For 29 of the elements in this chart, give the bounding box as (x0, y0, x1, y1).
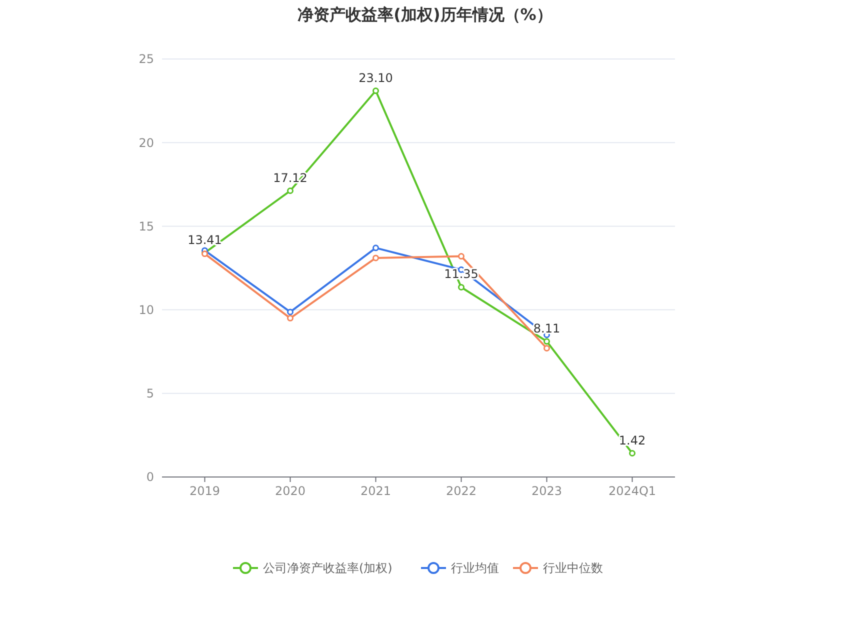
x-tick-label: 2020 (274, 484, 306, 498)
point (629, 450, 636, 457)
point (372, 244, 379, 252)
point (287, 188, 294, 194)
x-tick-label: 2023 (531, 484, 562, 498)
y-tick-label: 5 (146, 386, 154, 401)
y-tick-label: 10 (138, 303, 154, 317)
data-label: 13.41 (188, 232, 222, 247)
point (458, 284, 464, 290)
point (372, 254, 379, 262)
legend-label: 行业中位数 (543, 561, 603, 576)
y-tick-label: 20 (138, 136, 154, 150)
y-tick-label: 0 (146, 470, 154, 484)
point (458, 253, 464, 260)
legend-label: 行业均值 (451, 561, 499, 576)
point (544, 338, 550, 345)
point (544, 345, 550, 352)
data-label: 23.10 (358, 70, 393, 85)
point (372, 88, 379, 94)
point (287, 314, 294, 322)
y-tick-label: 15 (138, 219, 154, 234)
x-tick-label: 2021 (360, 484, 392, 498)
legend-label: 公司净资产收益率(加权) (263, 561, 392, 576)
x-tick-label: 2019 (189, 484, 220, 498)
x-tick-label: 2024Q1 (608, 484, 656, 498)
chart-title: 净资产收益率(加权)历年情况（%） (298, 5, 552, 24)
point (287, 308, 294, 316)
y-tick-label: 25 (138, 52, 154, 66)
x-tick-label: 2022 (446, 484, 477, 498)
